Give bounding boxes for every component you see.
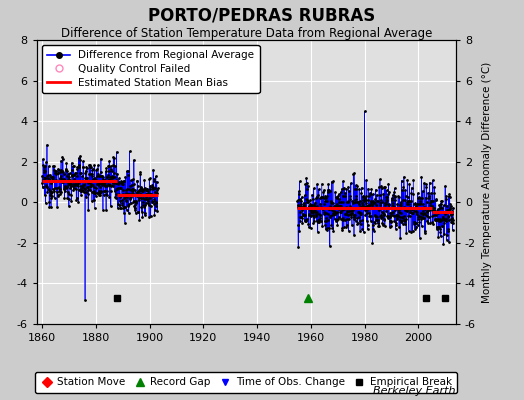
Text: Berkeley Earth: Berkeley Earth (374, 386, 456, 396)
Y-axis label: Monthly Temperature Anomaly Difference (°C): Monthly Temperature Anomaly Difference (… (482, 61, 492, 303)
Text: PORTO/PEDRAS RUBRAS: PORTO/PEDRAS RUBRAS (148, 6, 376, 24)
Legend: Station Move, Record Gap, Time of Obs. Change, Empirical Break: Station Move, Record Gap, Time of Obs. C… (35, 372, 457, 393)
Title: Difference of Station Temperature Data from Regional Average: Difference of Station Temperature Data f… (61, 27, 432, 40)
